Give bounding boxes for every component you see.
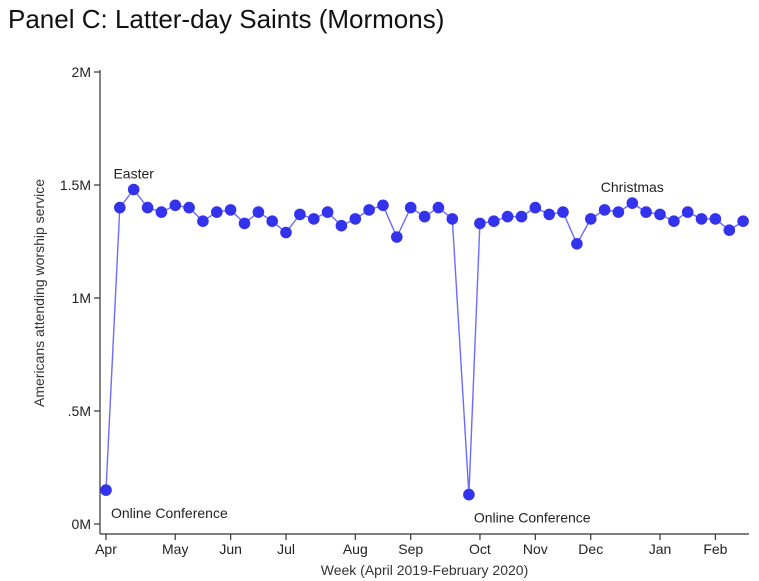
data-point	[321, 206, 334, 218]
x-axis-label: Week (April 2019-February 2020)	[321, 562, 529, 578]
data-point	[183, 201, 195, 214]
x-tick-label: Jun	[219, 541, 242, 557]
x-tick-label: Nov	[523, 541, 548, 557]
data-point	[391, 231, 403, 243]
data-point	[100, 484, 112, 496]
data-point	[695, 213, 708, 225]
x-tick-label: Sep	[398, 541, 423, 557]
annotation-label: Easter	[113, 166, 154, 182]
data-point	[543, 208, 555, 221]
data-point	[612, 206, 625, 218]
data-point	[474, 217, 486, 230]
data-point	[463, 488, 475, 501]
data-point	[224, 204, 237, 216]
data-point	[571, 238, 583, 250]
data-point	[280, 226, 292, 239]
data-point	[654, 208, 666, 221]
y-tick-label: 1M	[72, 290, 91, 306]
data-point	[668, 215, 680, 227]
y-tick-label: 1.5M	[60, 177, 91, 193]
series-lines	[105, 188, 744, 495]
data-point	[197, 215, 209, 227]
annotation-label: Online Conference	[111, 505, 228, 521]
series-line	[105, 188, 744, 495]
data-point	[640, 206, 652, 218]
x-tick-label: Feb	[703, 541, 727, 557]
x-tick-label: Jan	[649, 541, 672, 557]
data-point	[252, 206, 265, 218]
x-tick-label: Dec	[578, 541, 603, 557]
x-tick-label: May	[162, 541, 188, 557]
data-point	[211, 206, 223, 218]
x-tick-label: Jul	[277, 541, 295, 557]
x-tick-label: Aug	[343, 541, 368, 557]
data-point	[141, 201, 154, 214]
data-point	[598, 204, 611, 216]
data-point	[626, 197, 639, 209]
data-point	[585, 213, 597, 225]
data-point	[515, 210, 528, 223]
annotation-label: Online Conference	[474, 510, 591, 526]
data-point	[266, 215, 279, 227]
y-tick-label: 2M	[72, 64, 91, 80]
data-point	[446, 213, 459, 225]
data-point	[723, 224, 736, 236]
data-point	[557, 206, 569, 218]
data-point	[308, 213, 320, 225]
data-point	[363, 204, 375, 216]
data-point	[114, 201, 126, 214]
data-point	[294, 208, 306, 221]
data-point	[737, 215, 749, 227]
x-tick-label: Oct	[469, 541, 491, 557]
data-point	[501, 210, 514, 223]
data-point	[488, 215, 500, 227]
data-point	[432, 201, 445, 214]
data-point	[709, 213, 722, 225]
y-axis-ticks: 0M .5M 1M 1.5M 2M	[60, 64, 100, 532]
data-point	[681, 206, 694, 218]
data-point	[335, 219, 348, 232]
series-points	[100, 183, 749, 501]
data-point	[377, 199, 389, 212]
x-tick-label: Apr	[95, 541, 117, 557]
y-tick-label: 0M	[72, 516, 91, 532]
y-axis-label: Americans attending worship service	[31, 179, 47, 407]
x-axis-ticks: Apr May Jun Jul Aug Sep Oct Nov Dec Jan Feb	[95, 534, 728, 557]
annotation-label: Christmas	[601, 179, 664, 195]
plot-area: 0M .5M 1M 1.5M 2M Apr May Jun Jul Aug Sep Oct Nov De…	[60, 64, 749, 557]
chart-title: Panel C: Latter-day Saints (Mormons)	[8, 4, 444, 34]
annotations: Easter Christmas Online Conference Online C…	[111, 166, 664, 526]
data-point	[529, 201, 542, 214]
y-tick-label: .5M	[68, 403, 91, 419]
data-point	[349, 213, 362, 225]
data-point	[404, 201, 417, 214]
data-point	[169, 199, 182, 212]
data-point	[418, 210, 431, 223]
data-point	[238, 217, 251, 230]
data-point	[155, 206, 168, 218]
data-point	[127, 183, 140, 196]
